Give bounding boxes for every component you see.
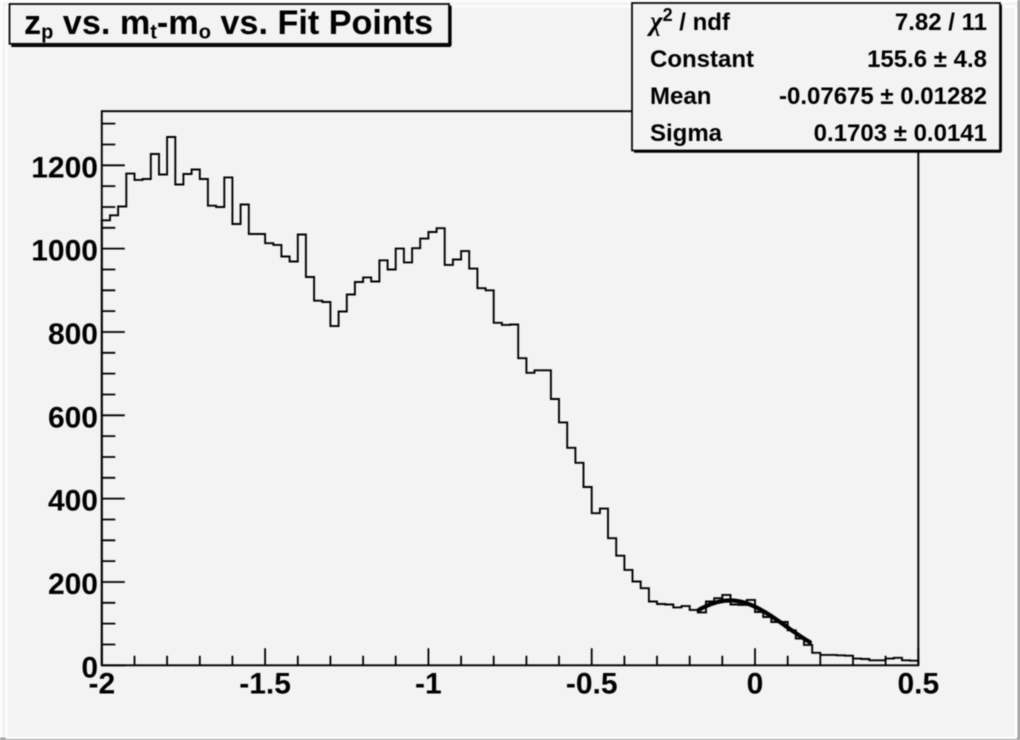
svg-text:-1.5: -1.5 [239, 668, 291, 701]
svg-text:Constant: Constant [650, 46, 754, 73]
svg-text:7.82 / 11: 7.82 / 11 [895, 9, 987, 36]
svg-text:0.5: 0.5 [897, 668, 939, 701]
svg-text:Mean: Mean [650, 83, 711, 110]
svg-text:1000: 1000 [31, 235, 98, 268]
svg-text:0: 0 [747, 668, 764, 701]
svg-text:Sigma: Sigma [650, 120, 723, 147]
svg-text:-0.07675 ± 0.01282: -0.07675 ± 0.01282 [779, 83, 987, 110]
svg-text:zp vs. mt-mo vs. Fit Points: zp vs. mt-mo vs. Fit Points [24, 4, 433, 44]
svg-text:200: 200 [48, 568, 98, 601]
svg-text:-2: -2 [88, 668, 115, 701]
svg-text:χ2 / ndf: χ2 / ndf [646, 5, 731, 36]
svg-text:0: 0 [81, 651, 98, 684]
svg-text:-0.5: -0.5 [566, 668, 618, 701]
svg-text:800: 800 [48, 318, 98, 351]
svg-text:-1: -1 [415, 668, 442, 701]
svg-text:155.6 ± 4.8: 155.6 ± 4.8 [867, 46, 987, 73]
svg-text:0.1703 ± 0.0141: 0.1703 ± 0.0141 [814, 120, 987, 147]
svg-text:600: 600 [48, 401, 98, 434]
svg-text:400: 400 [48, 485, 98, 518]
svg-text:1200: 1200 [31, 151, 98, 184]
